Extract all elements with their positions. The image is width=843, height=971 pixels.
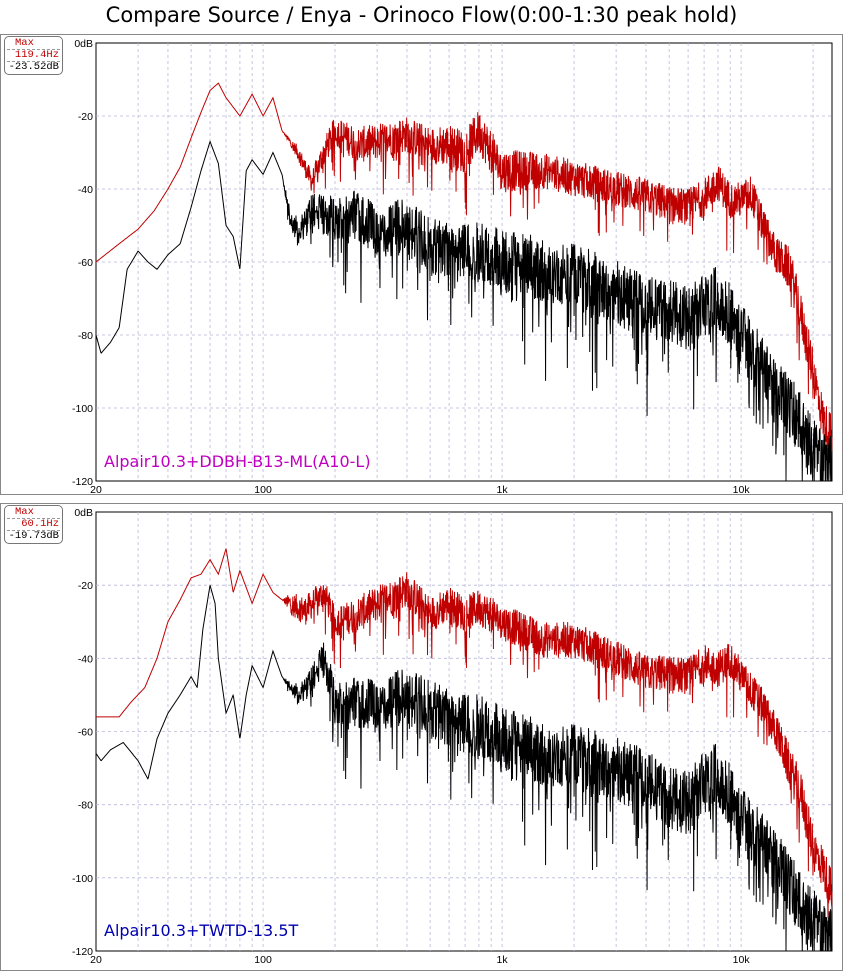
chart-caption-bottom: Alpair10.3+TWTD-13.5T: [104, 921, 299, 940]
series-line: [96, 548, 833, 918]
chart-panel-top: 0dB -20 -40 -60 -80 -100 -120 20 100 1k 10k Max 11…: [0, 34, 843, 495]
chart-panel-bottom: 0dB -20 -40 -60 -80 -100 -120 20 100 1k 10k Max 60…: [0, 503, 843, 971]
y-tick-label: -120: [72, 946, 93, 958]
chart-caption-top: Alpair10.3+DDBH-B13-ML(A10-L): [104, 452, 371, 471]
max-frequency: 119.4Hz: [14, 49, 59, 61]
x-tick-label: 1k: [497, 954, 509, 966]
y-tick-label: -120: [72, 476, 93, 488]
series-line: [95, 585, 832, 952]
x-tick-label: 10k: [733, 484, 751, 495]
x-tick-label: 1k: [497, 484, 509, 495]
y-tick-label: -20: [78, 111, 93, 123]
y-tick-label: -40: [78, 653, 93, 665]
x-tick-label: 20: [90, 954, 102, 966]
y-tick-label: -60: [78, 257, 93, 269]
y-tick-label: -80: [78, 330, 93, 342]
max-marker-readout: Max 60.1Hz -19.73dB: [4, 505, 63, 544]
y-tick-label: -20: [78, 580, 93, 592]
max-level: -23.52dB: [8, 61, 59, 73]
series-line: [95, 82, 833, 466]
max-level: -19.73dB: [8, 530, 59, 542]
x-tick-label: 20: [90, 484, 102, 495]
x-tick-label: 100: [254, 954, 272, 966]
y-tick-label: 0dB: [74, 38, 93, 50]
y-tick-label: -80: [78, 800, 93, 812]
max-label: Max: [15, 506, 34, 518]
max-marker-readout: Max 119.4Hz -23.52dB: [4, 36, 63, 75]
series-line: [95, 140, 832, 482]
divider: [7, 49, 60, 50]
page-title: Compare Source / Enya - Orinoco Flow(0:0…: [105, 3, 738, 27]
x-tick-label: 10k: [733, 954, 751, 966]
divider: [7, 530, 60, 531]
y-tick-label: -100: [72, 403, 93, 415]
x-tick-label: 100: [254, 484, 272, 495]
y-tick-label: 0dB: [74, 507, 93, 519]
y-tick-label: -100: [72, 873, 93, 885]
divider: [7, 61, 60, 62]
divider: [7, 518, 60, 519]
y-tick-label: -60: [78, 727, 93, 739]
max-label: Max: [15, 37, 34, 49]
max-frequency: 60.1Hz: [21, 518, 59, 530]
y-tick-label: -40: [78, 184, 93, 196]
